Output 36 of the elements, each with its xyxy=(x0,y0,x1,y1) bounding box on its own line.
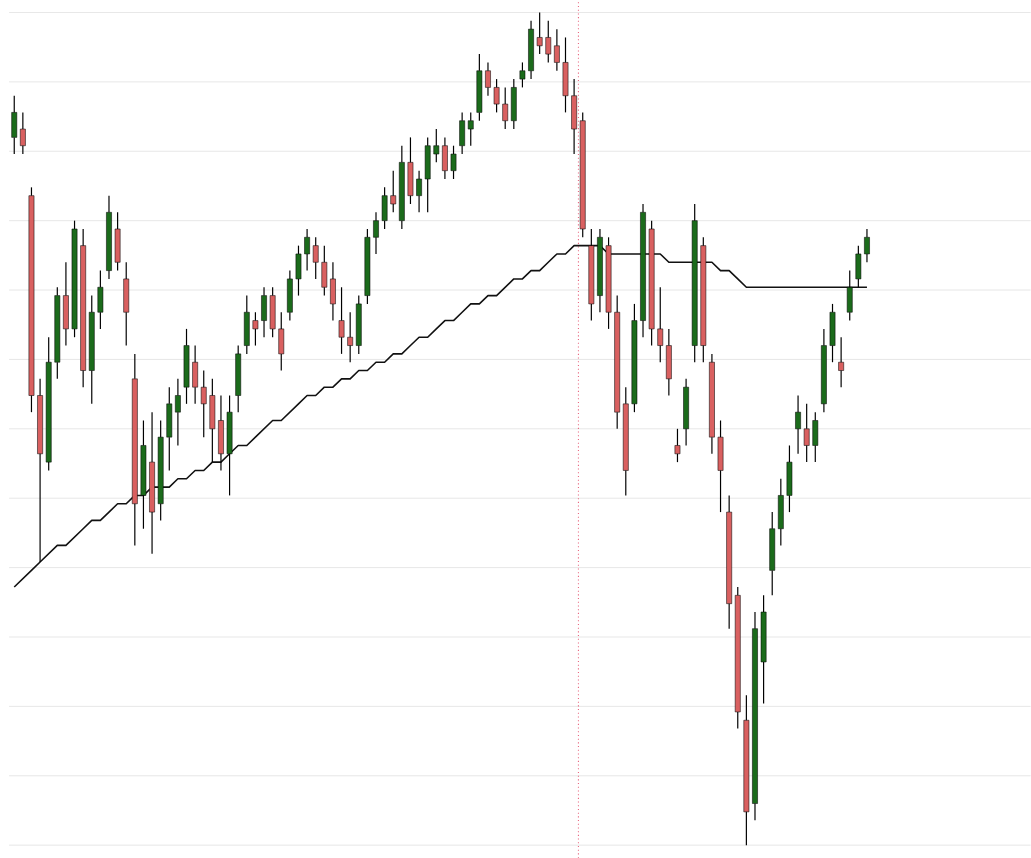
candlestick xyxy=(149,411,155,555)
candlestick xyxy=(864,228,870,264)
candlestick xyxy=(424,136,431,214)
candlestick xyxy=(743,694,750,846)
candlestick xyxy=(63,261,69,347)
candlestick xyxy=(442,136,448,180)
candlestick xyxy=(140,420,147,530)
candlestick xyxy=(683,378,689,447)
candlestick xyxy=(752,611,758,821)
candlestick xyxy=(554,28,560,72)
candlestick xyxy=(175,378,181,447)
candlestick xyxy=(528,20,534,80)
candlestick xyxy=(304,228,310,272)
candlestick xyxy=(640,203,646,338)
candlestick xyxy=(709,353,715,455)
candlestick xyxy=(80,228,86,388)
candlestick xyxy=(218,395,224,472)
candlestick xyxy=(666,328,672,397)
candlestick xyxy=(20,111,26,155)
candlestick xyxy=(261,286,267,338)
candlestick xyxy=(106,195,112,280)
candlestick xyxy=(459,111,465,155)
candlestick xyxy=(416,170,422,214)
candlestick xyxy=(131,353,138,547)
candlestick xyxy=(795,395,801,455)
candlestick xyxy=(373,211,379,255)
candlestick xyxy=(192,345,198,405)
candlestick xyxy=(726,495,733,630)
candlestick xyxy=(597,228,603,314)
candlestick xyxy=(821,328,827,413)
candlestick xyxy=(571,78,577,155)
candlestick xyxy=(330,261,336,322)
candlestick xyxy=(287,270,293,322)
candlestick xyxy=(485,62,491,97)
candlestick xyxy=(838,336,844,388)
candlestick xyxy=(37,378,43,563)
